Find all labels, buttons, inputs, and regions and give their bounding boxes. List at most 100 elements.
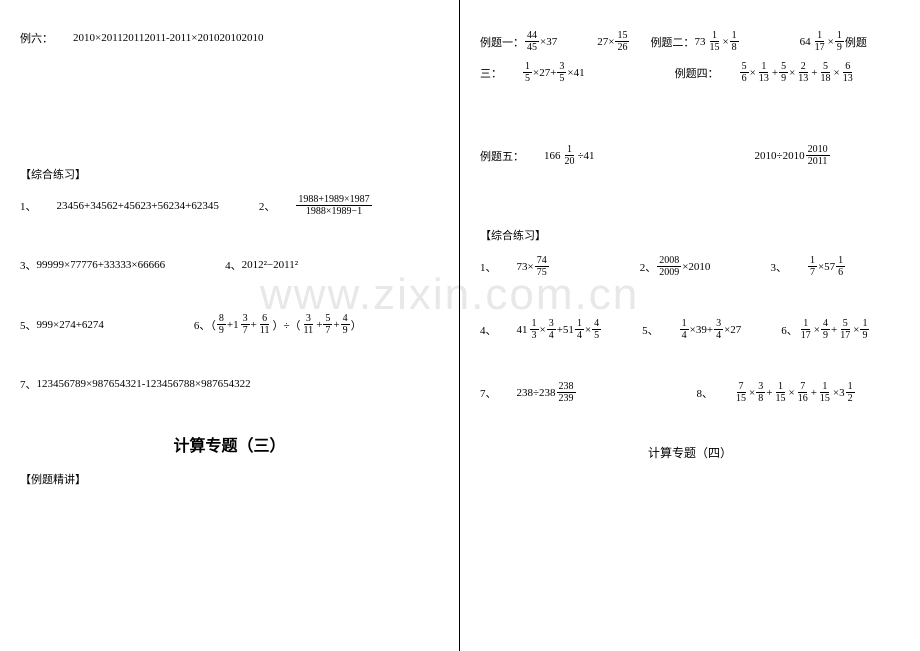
right-column: 例题一： 4445 ×37 27× 1526 例题二： 73115 × 18 6…	[460, 0, 920, 651]
n: 5、	[642, 322, 659, 338]
f: 7	[323, 325, 332, 336]
n: 8、	[697, 385, 714, 401]
p2-frac-den: 1988×1989−1	[304, 206, 364, 217]
f: 16	[796, 393, 810, 404]
f: 3	[241, 313, 250, 325]
problem-3-4: 3、 99999×77776+33333×66666 4、 2012²−2011…	[20, 257, 439, 273]
f: 17	[799, 330, 813, 341]
examples-3-4: 三： 15 ×27+ 35 ×41 例题四： 56 × 113 + 59 × 2…	[480, 61, 900, 84]
op: ×	[585, 324, 591, 336]
t: ×39+	[690, 324, 713, 336]
f: 20	[563, 156, 577, 167]
f: 4	[714, 330, 723, 341]
f: 17	[838, 330, 852, 341]
n: 7、	[480, 385, 497, 401]
f: 5	[557, 73, 566, 84]
f: 4	[341, 313, 350, 325]
f: 13	[796, 73, 810, 84]
p7-expr: 123456789×987654321-123456788×987654322	[37, 378, 251, 390]
examples-1-2: 例题一： 4445 ×37 27× 1526 例题二： 73115 × 18 6…	[480, 30, 900, 53]
f: 4	[821, 318, 830, 330]
op: ）÷（	[273, 317, 301, 333]
op: +	[766, 387, 772, 399]
explain-header: 【例题精讲】	[20, 471, 439, 487]
w: 73	[694, 36, 705, 48]
t: ×2010	[682, 261, 710, 273]
f: 2	[799, 61, 808, 73]
f: 9	[341, 325, 350, 336]
op: ×	[750, 67, 756, 79]
p4-num: 4、	[225, 257, 242, 273]
op: ×	[788, 387, 794, 399]
f: 5	[841, 318, 850, 330]
f: 5	[323, 313, 332, 325]
n: 3、	[770, 259, 787, 275]
f: 1	[530, 318, 539, 330]
op: ）	[351, 317, 362, 333]
op: ×	[828, 36, 834, 48]
op: ×37	[540, 36, 557, 48]
p7-num: 7、	[20, 376, 37, 392]
f: 3	[547, 318, 556, 330]
f: 1	[820, 381, 829, 393]
ex6-label: 例六：	[20, 30, 53, 46]
f: 1	[680, 318, 689, 330]
problem-5-6: 5、 999×274+6274 6、（ 89 + 137 + 611 ）÷（ 3…	[20, 313, 439, 336]
p3-num: 3、	[20, 257, 37, 273]
op: ×	[540, 324, 546, 336]
f: 44	[525, 30, 539, 42]
op: ×	[749, 387, 755, 399]
f: 1	[835, 30, 844, 42]
f: 1	[710, 30, 719, 42]
p3-expr: 99999×77776+33333×66666	[37, 259, 166, 271]
f: 15	[773, 393, 787, 404]
t: 例题	[845, 34, 867, 50]
f: 5	[740, 61, 749, 73]
f: 75	[535, 267, 549, 278]
ex3-label: 三：	[480, 65, 502, 81]
section-title-4: 计算专题（四）	[480, 444, 900, 461]
f: 15	[818, 393, 832, 404]
f: 7	[241, 325, 250, 336]
t: +51	[557, 324, 574, 336]
p2-fraction: 1988+1989×1987 1988×1989−1	[296, 194, 371, 217]
n: 4、	[480, 322, 497, 338]
f: 3	[756, 381, 765, 393]
f: 1	[730, 30, 739, 42]
f: 11	[258, 325, 272, 336]
r-problem-1-2-3: 1、 73× 7475 2、 20082009 ×2010 3、 17 ×57 …	[480, 255, 900, 278]
f: 2008	[657, 255, 681, 267]
practice-header-right: 【综合练习】	[480, 227, 900, 243]
f: 4	[592, 318, 601, 330]
n: 1、	[480, 259, 497, 275]
p6-num: 6、（	[194, 317, 216, 333]
f: 9	[821, 330, 830, 341]
op: +	[811, 67, 817, 79]
p1-num: 1、	[20, 198, 37, 214]
ex6-expr: 2010×201120112011-2011×201020102010	[73, 32, 263, 44]
f: 5	[821, 61, 830, 73]
f: 13	[841, 73, 855, 84]
f: 1	[801, 318, 810, 330]
ex4-label: 例题四：	[675, 65, 719, 81]
f: 8	[730, 42, 739, 53]
f: 7	[808, 267, 817, 278]
f: 4	[547, 330, 556, 341]
problem-1-2: 1、 23456+34562+45623+56234+62345 2、 1988…	[20, 194, 439, 217]
f: 9	[779, 73, 788, 84]
f: 1	[575, 318, 584, 330]
op: ×	[834, 67, 840, 79]
op: +	[333, 319, 339, 331]
f: 8	[217, 313, 226, 325]
left-column: 例六： 2010×201120112011-2011×201020102010 …	[0, 0, 460, 651]
r-problem-4-5-6: 4、 4113 × 34 +51 14 × 45 5、 14 ×39+ 34 ×…	[480, 318, 900, 341]
n: 2、	[640, 259, 657, 275]
practice-header-left: 【综合练习】	[20, 166, 439, 182]
op: +	[316, 319, 322, 331]
f: 5	[523, 73, 532, 84]
t: 2010÷2010	[755, 150, 805, 162]
ex5-label: 例题五：	[480, 148, 524, 164]
op: +	[811, 387, 817, 399]
op: ×	[814, 324, 820, 336]
f: 13	[757, 73, 771, 84]
